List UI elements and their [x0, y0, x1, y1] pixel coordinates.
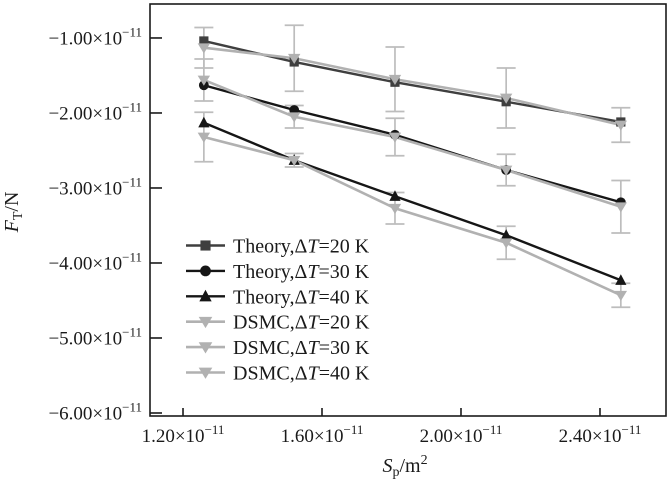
y-axis-title: FT/N: [1, 192, 26, 234]
triangle-up-marker: [615, 274, 627, 285]
y-tick-label: −3.00×10−11: [48, 174, 142, 199]
legend-item-dsmc-30k: DSMC,ΔT=30 K: [186, 337, 370, 359]
square-marker: [200, 240, 211, 251]
triangle-down-marker: [388, 203, 402, 215]
legend-label: DSMC,ΔT=20 K: [233, 312, 370, 334]
x-tick-label: 1.20×10−11: [142, 422, 225, 447]
triangle-down-marker: [499, 165, 513, 176]
series-dsmc-30k-markers: [197, 75, 628, 213]
legend-label: DSMC,ΔT=30 K: [233, 337, 370, 359]
x-tick-label: 2.00×10−11: [420, 422, 503, 447]
legend-label: Theory,ΔT=40 K: [233, 286, 370, 308]
legend-item-dsmc-20k: DSMC,ΔT=20 K: [186, 312, 370, 334]
legend-label: DSMC,ΔT=40 K: [233, 363, 370, 385]
series-dsmc-20k-markers: [197, 43, 628, 131]
triangle-down-marker: [197, 75, 211, 86]
x-tick-label: 2.40×10−11: [559, 422, 642, 447]
triangle-down-marker: [198, 342, 213, 354]
triangle-down-marker: [388, 74, 402, 86]
legend-item-theory-40k: Theory,ΔT=40 K: [186, 286, 370, 308]
triangle-down-marker: [614, 202, 628, 213]
y-tick-label: −1.00×10−11: [48, 24, 142, 49]
legend-label: Theory,ΔT=20 K: [233, 236, 370, 258]
triangle-down-marker: [614, 120, 628, 131]
triangle-down-marker: [288, 53, 301, 65]
legend-item-theory-20k: Theory,ΔT=20 K: [186, 236, 370, 258]
square-marker: [199, 36, 209, 46]
y-tick-label: −2.00×10−11: [48, 99, 142, 124]
triangle-up-marker: [389, 190, 401, 201]
y-tick-label: −5.00×10−11: [48, 324, 142, 349]
triangle-down-marker: [388, 132, 402, 143]
triangle-down-marker: [288, 155, 301, 167]
triangle-down-marker: [288, 112, 301, 123]
x-axis: 1.20×10−11 1.60×10−11 2.00×10−11 2.40×10−11: [142, 408, 642, 447]
x-axis-title: Sp/m2: [382, 453, 427, 480]
legend: Theory,ΔT=20 K Theory,ΔT=30 K Theory,ΔT=40…: [186, 236, 370, 385]
triangle-down-marker: [197, 132, 211, 143]
triangle-up-marker: [500, 229, 512, 240]
x-tick-label: 1.60×10−11: [281, 422, 364, 447]
triangle-down-marker: [197, 43, 211, 54]
legend-label: Theory,ΔT=30 K: [233, 261, 370, 283]
y-tick-label: −4.00×10−11: [48, 249, 142, 274]
triangle-down-marker: [198, 367, 213, 379]
triangle-down-marker: [499, 93, 513, 104]
triangle-up-marker: [199, 289, 212, 302]
circle-marker: [200, 265, 211, 277]
triangle-down-marker: [499, 238, 513, 249]
legend-item-dsmc-40k: DSMC,ΔT=40 K: [186, 363, 370, 385]
series-dsmc-40k-markers: [197, 132, 628, 302]
triangle-down-marker: [198, 316, 213, 329]
y-axis: −1.00×10−11 −2.00×10−11 −3.00×10−11 −4.00×1…: [48, 24, 162, 424]
legend-item-theory-30k: Theory,ΔT=30 K: [186, 261, 370, 283]
axes-frame: [149, 3, 667, 417]
triangle-down-marker: [614, 290, 628, 302]
y-tick-label: −6.00×10−11: [48, 399, 142, 424]
triangle-up-marker: [198, 116, 210, 128]
